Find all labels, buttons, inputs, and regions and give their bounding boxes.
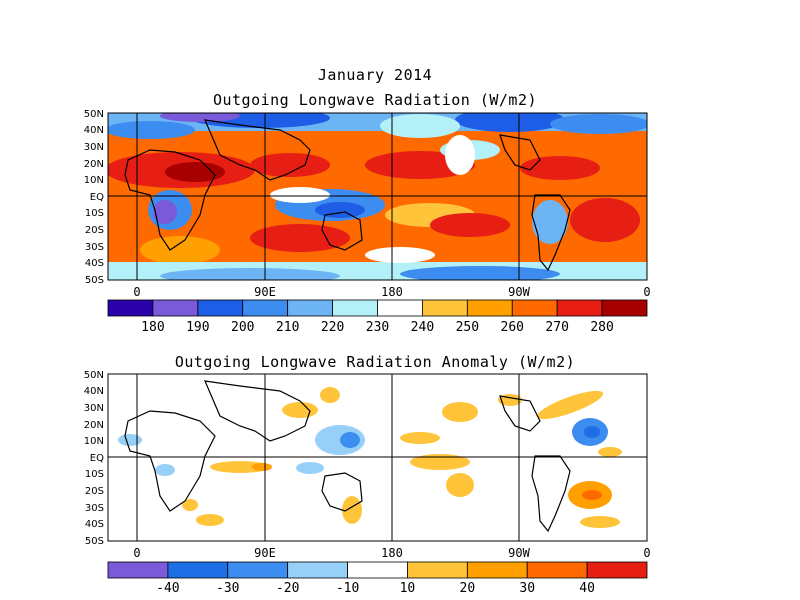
colorbar-label: 200 bbox=[231, 320, 254, 335]
lat-label: 10N bbox=[84, 436, 104, 447]
anomaly-colorbar: -40 -30 -20 -10 10 20 30 40 bbox=[107, 561, 648, 596]
colorbar-label: 280 bbox=[590, 320, 613, 335]
lat-label: 10S bbox=[85, 208, 104, 219]
olr-map: 50N 40N 30N 20N 10N EQ 10S 20S 30S 40S 5… bbox=[84, 109, 651, 299]
colorbar-label: -20 bbox=[276, 581, 299, 596]
lon-label: 90W bbox=[508, 546, 530, 560]
colorbar-label: 220 bbox=[321, 320, 344, 335]
anomaly-frame bbox=[107, 373, 648, 542]
title-olr-anomaly: Outgoing Longwave Radiation Anomaly (W/m… bbox=[174, 353, 576, 371]
olr-gridlines bbox=[108, 113, 647, 280]
olr-frame bbox=[107, 112, 648, 281]
colorbar-swatch bbox=[526, 561, 588, 579]
colorbar-label: -30 bbox=[216, 581, 239, 596]
colorbar-label: 20 bbox=[460, 581, 476, 596]
lat-label: 20S bbox=[85, 486, 104, 497]
colorbar-label: -10 bbox=[336, 581, 359, 596]
lat-label: 20N bbox=[84, 420, 104, 431]
colorbar-swatch bbox=[242, 299, 289, 317]
colorbar-label: 40 bbox=[579, 581, 595, 596]
lat-label: 20N bbox=[84, 159, 104, 170]
colorbar-label: 210 bbox=[276, 320, 299, 335]
colorbar-swatch bbox=[287, 299, 333, 317]
colorbar-label: -40 bbox=[156, 581, 179, 596]
lon-label: 0 bbox=[643, 285, 650, 299]
lon-label: 0 bbox=[133, 546, 140, 560]
lon-label: 90E bbox=[254, 546, 276, 560]
lat-label: 20S bbox=[85, 225, 104, 236]
anomaly-gridlines bbox=[108, 374, 647, 541]
lat-label: 40N bbox=[84, 125, 104, 136]
anomaly-lon-labels: 0 90E 180 90W 0 bbox=[133, 546, 650, 560]
colorbar-label: 10 bbox=[400, 581, 416, 596]
olr-lat-labels: 50N 40N 30N 20N 10N EQ 10S 20S 30S 40S 5… bbox=[84, 109, 104, 286]
title-olr: Outgoing Longwave Radiation (W/m2) bbox=[212, 91, 538, 109]
lat-label: 30S bbox=[85, 503, 104, 514]
olr-lon-labels: 0 90E 180 90W 0 bbox=[133, 285, 650, 299]
lon-label: 0 bbox=[643, 546, 650, 560]
lat-label: 40S bbox=[85, 519, 104, 530]
colorbar-label: 180 bbox=[141, 320, 164, 335]
lat-label: 50N bbox=[84, 370, 104, 381]
colorbar-label: 30 bbox=[519, 581, 535, 596]
lon-label: 90E bbox=[254, 285, 276, 299]
colorbar-label: 230 bbox=[366, 320, 389, 335]
colorbar-swatch bbox=[511, 299, 558, 317]
colorbar-swatch bbox=[601, 299, 648, 317]
colorbar-swatch bbox=[556, 299, 603, 317]
colorbar-swatch bbox=[107, 561, 169, 579]
lat-label: 10N bbox=[84, 175, 104, 186]
lat-label: 30N bbox=[84, 403, 104, 414]
colorbar-label: 270 bbox=[545, 320, 568, 335]
colorbar-label: 190 bbox=[186, 320, 209, 335]
colorbar-label: 240 bbox=[411, 320, 434, 335]
lat-label: 10S bbox=[85, 469, 104, 480]
lat-label: 50N bbox=[84, 109, 104, 120]
colorbar-swatch bbox=[407, 561, 468, 579]
lon-label: 180 bbox=[381, 546, 403, 560]
lat-label: 40S bbox=[85, 258, 104, 269]
lat-label: EQ bbox=[90, 192, 104, 203]
title-month: January 2014 bbox=[317, 66, 433, 84]
lat-label: 50S bbox=[85, 536, 104, 547]
lon-label: 90W bbox=[508, 285, 530, 299]
lat-label: EQ bbox=[90, 453, 104, 464]
colorbar-swatch bbox=[197, 299, 244, 317]
colorbar-swatch bbox=[152, 299, 199, 317]
colorbar-label: 260 bbox=[501, 320, 524, 335]
lon-label: 180 bbox=[381, 285, 403, 299]
colorbar-swatch bbox=[377, 299, 423, 317]
lat-label: 40N bbox=[84, 386, 104, 397]
colorbar-swatch bbox=[466, 561, 528, 579]
lat-label: 50S bbox=[85, 275, 104, 286]
lat-label: 30N bbox=[84, 142, 104, 153]
lat-label: 30S bbox=[85, 242, 104, 253]
colorbar-swatch bbox=[466, 299, 513, 317]
olr-colorbar: 180 190 200 210 220 230 240 250 260 270 280 bbox=[107, 299, 648, 335]
colorbar-swatch bbox=[586, 561, 648, 579]
olr-coastlines bbox=[124, 119, 571, 272]
colorbar-swatch bbox=[167, 561, 229, 579]
anomaly-lat-labels: 50N 40N 30N 20N 10N EQ 10S 20S 30S 40S 5… bbox=[84, 370, 104, 547]
colorbar-swatch bbox=[107, 299, 154, 317]
anomaly-coastlines bbox=[124, 380, 571, 533]
lon-label: 0 bbox=[133, 285, 140, 299]
colorbar-swatch bbox=[287, 561, 348, 579]
colorbar-swatch bbox=[332, 299, 378, 317]
colorbar-swatch bbox=[347, 561, 408, 579]
colorbar-label: 250 bbox=[456, 320, 479, 335]
colorbar-swatch bbox=[227, 561, 289, 579]
anomaly-map: 50N 40N 30N 20N 10N EQ 10S 20S 30S 40S 5… bbox=[84, 370, 651, 560]
colorbar-swatch bbox=[422, 299, 468, 317]
